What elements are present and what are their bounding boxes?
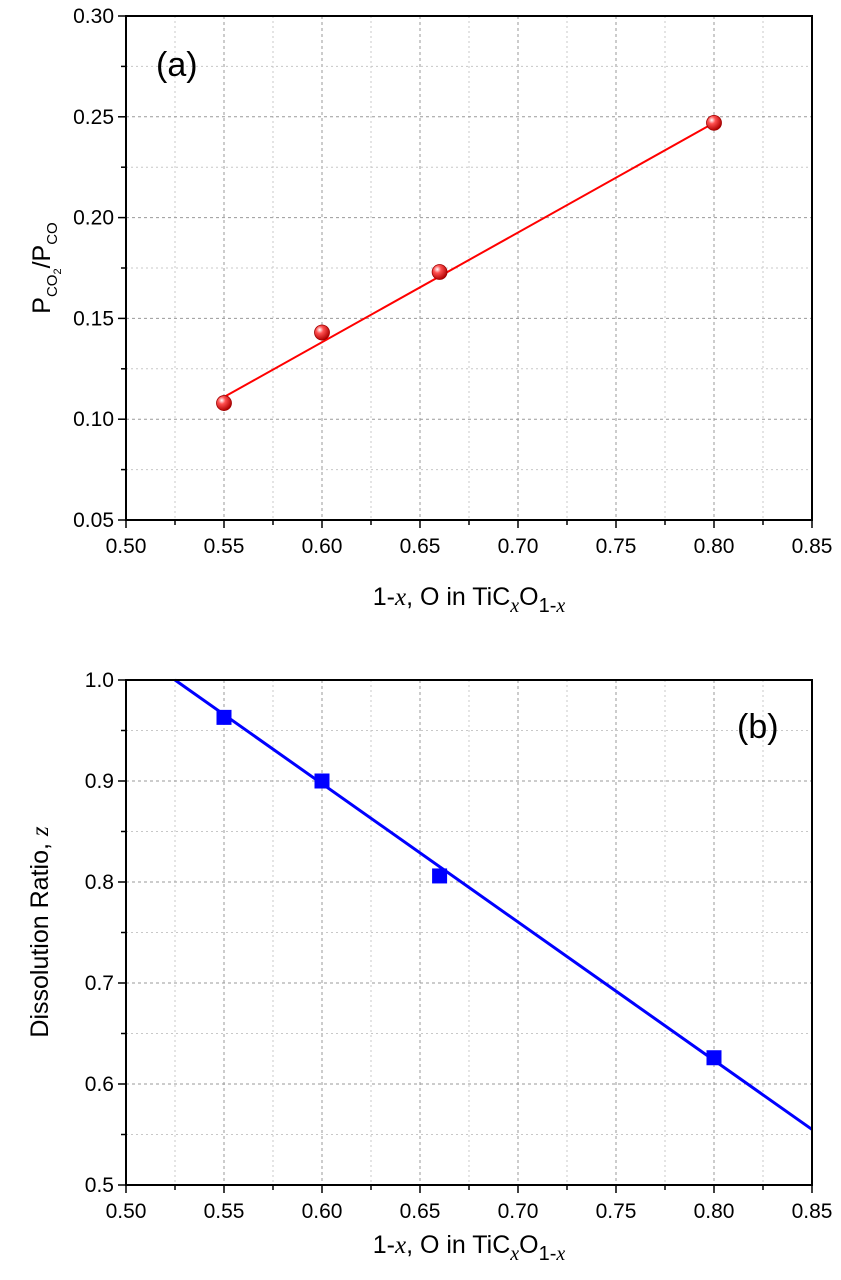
panel-a-grid [126,16,812,520]
x-tick-label: 0.55 [204,1200,245,1223]
data-point [314,773,330,789]
panel-a-y-tick-labels: 0.05 0.10 0.15 0.20 0.25 0.30 [73,5,114,532]
panel-b-y-axis-label: Dissolution Ratio, z [26,826,54,1037]
y-tick-label: 0.7 [85,972,114,995]
y-tick-label: 0.8 [85,871,114,894]
panel-b-y-tick-labels: 0.5 0.6 0.7 0.8 0.9 1.0 [85,669,114,1197]
data-point [431,264,448,280]
x-tick-label: 0.65 [400,535,441,558]
panel-a-points [216,114,722,411]
fit-line [174,678,813,1131]
data-point [706,1050,722,1066]
x-tick-label: 0.85 [792,1200,833,1223]
panel-a-x-tick-labels: 0.50 0.55 0.60 0.65 0.70 0.75 0.80 0.85 [106,535,833,558]
panel-a-fit-layer [223,121,715,398]
x-tick-label: 0.50 [106,535,147,558]
y-tick-label: 1.0 [85,669,114,692]
panel-b-points [216,709,722,1066]
x-tick-label: 0.75 [596,1200,637,1223]
data-point [432,868,448,884]
y-tick-label: 0.5 [85,1174,114,1197]
panel-b-ticks [118,679,813,1193]
x-tick-label: 0.80 [694,535,735,558]
y-tick-label: 0.9 [85,770,114,793]
panel-a-x-axis-label: 1-x, O in TiCxO1-x [373,583,566,617]
y-tick-label: 0.20 [73,207,114,230]
panel-a-y-axis-label: PCO2/PCO [28,222,64,313]
data-point [216,709,232,725]
y-tick-label: 0.10 [73,408,114,431]
x-tick-label: 0.85 [792,535,833,558]
data-point [216,395,232,411]
x-tick-label: 0.55 [204,535,245,558]
panel-a-ticks [118,15,813,528]
x-tick-label: 0.60 [302,1200,343,1223]
panel-a-chart: 0.50 0.55 0.60 0.65 0.70 0.75 0.80 0.85 0.05 0.1… [28,5,832,617]
x-tick-label: 0.65 [400,1200,441,1223]
x-tick-label: 0.50 [106,1200,147,1223]
fit-line [223,121,715,398]
x-tick-label: 0.70 [498,535,539,558]
x-tick-label: 0.70 [498,1200,539,1223]
data-point [314,324,330,341]
y-tick-label: 0.30 [73,5,114,28]
x-tick-label: 0.75 [596,535,637,558]
panel-b-fit-layer [174,678,813,1131]
panel-b-chart: 0.50 0.55 0.60 0.65 0.70 0.75 0.80 0.85 0.50.60… [26,669,832,1265]
panel-b-grid [126,680,812,1185]
x-tick-label: 0.60 [302,535,343,558]
panel-a-label: (a) [156,46,198,84]
panel-b-x-tick-labels: 0.50 0.55 0.60 0.65 0.70 0.75 0.80 0.85 [106,1200,833,1223]
y-tick-label: 0.05 [73,509,114,532]
data-point [706,114,722,131]
panel-b-label: (b) [737,708,779,746]
y-tick-label: 0.25 [73,106,114,129]
y-tick-label: 0.15 [73,307,114,330]
x-tick-label: 0.80 [694,1200,735,1223]
panel-b-x-axis-label: 1-x, O in TiCxO1-x [373,1231,566,1265]
y-tick-label: 0.6 [85,1073,114,1096]
